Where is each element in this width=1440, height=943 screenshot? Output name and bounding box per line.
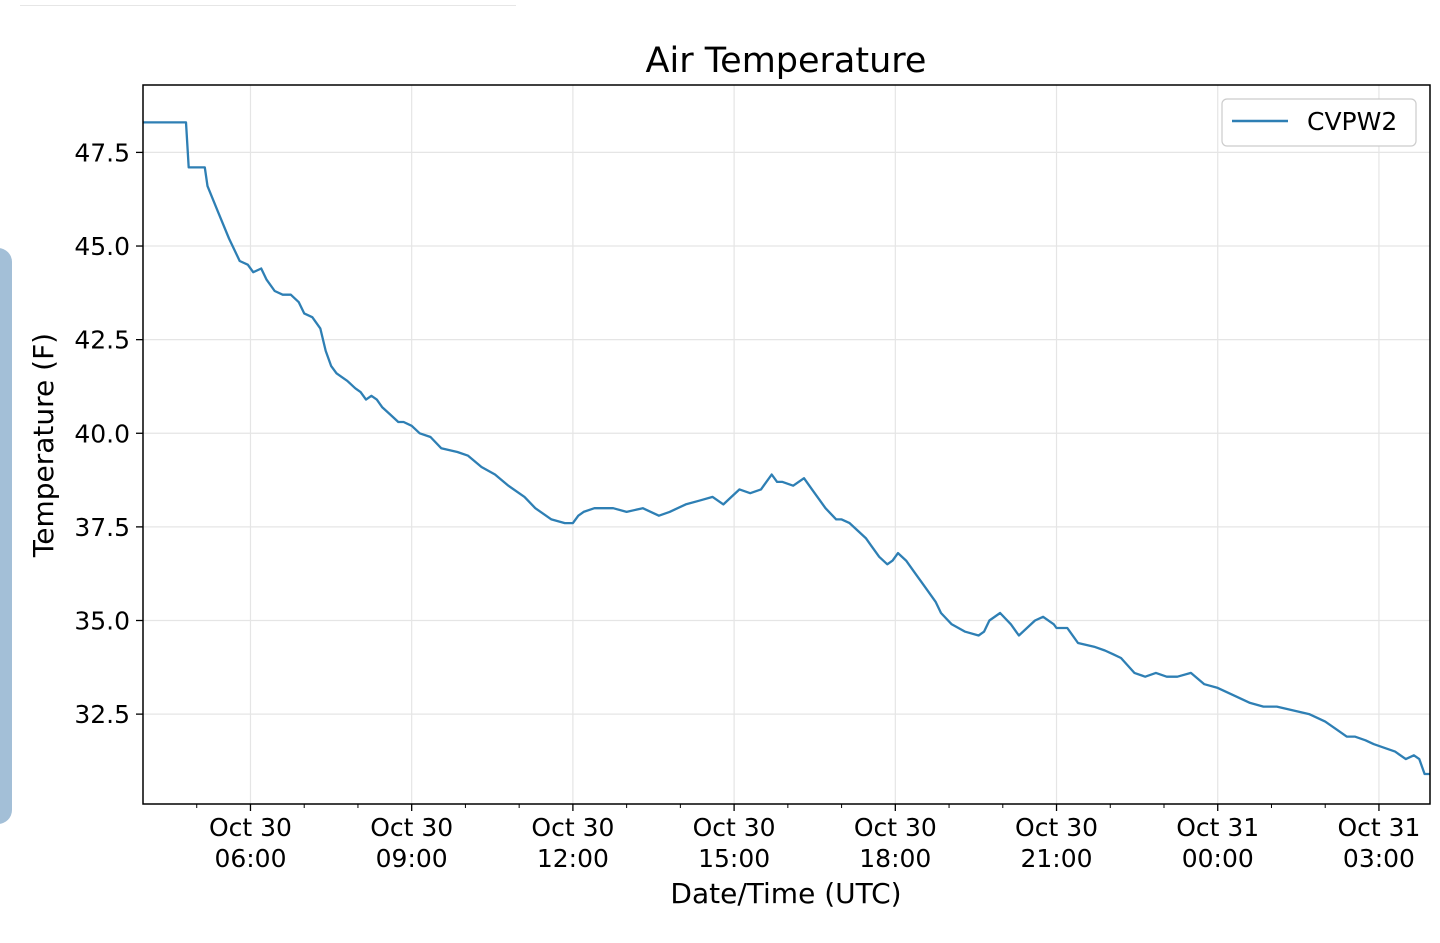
series-line-cvpw2 [143, 121, 1430, 776]
x-tick-label-date: Oct 30 [1015, 813, 1098, 842]
x-tick-label-time: 00:00 [1182, 844, 1254, 873]
y-tick-label: 35.0 [74, 607, 130, 636]
y-tick-label: 45.0 [74, 232, 130, 261]
y-tick-label: 42.5 [74, 326, 130, 355]
x-tick-label-time: 03:00 [1343, 844, 1415, 873]
top-divider [20, 5, 516, 6]
y-axis-label: Temperature (F) [27, 333, 60, 558]
legend-label-cvpw2: CVPW2 [1307, 107, 1397, 136]
legend: CVPW2 [1221, 98, 1417, 147]
plot-area-frame [142, 84, 1431, 805]
x-tick-label-date: Oct 31 [1176, 813, 1259, 842]
y-tick-label: 47.5 [74, 138, 130, 167]
y-tick-label: 37.5 [74, 513, 130, 542]
legend-box [1221, 98, 1417, 147]
chart-title: Air Temperature [646, 41, 927, 81]
x-tick-label-date: Oct 30 [531, 813, 614, 842]
x-tick-label-time: 15:00 [698, 844, 770, 873]
side-panel-tab[interactable] [0, 248, 12, 824]
x-tick-label-date: Oct 30 [370, 813, 453, 842]
y-tick-label: 32.5 [74, 700, 130, 729]
x-tick-label-time: 12:00 [537, 844, 609, 873]
x-tick-label-date: Oct 31 [1337, 813, 1420, 842]
series-layer [143, 121, 1430, 776]
x-tick-label-time: 21:00 [1021, 844, 1093, 873]
x-tick-label-time: 18:00 [859, 844, 931, 873]
x-tick-label-date: Oct 30 [693, 813, 776, 842]
x-axis-label: Date/Time (UTC) [670, 877, 901, 910]
x-tick-label-time: 06:00 [214, 844, 286, 873]
x-tick-label-date: Oct 30 [209, 813, 292, 842]
grid-lines [143, 85, 1430, 804]
x-tick-label-date: Oct 30 [854, 813, 937, 842]
y-tick-label: 40.0 [74, 419, 130, 448]
x-tick-label-time: 09:00 [376, 844, 448, 873]
